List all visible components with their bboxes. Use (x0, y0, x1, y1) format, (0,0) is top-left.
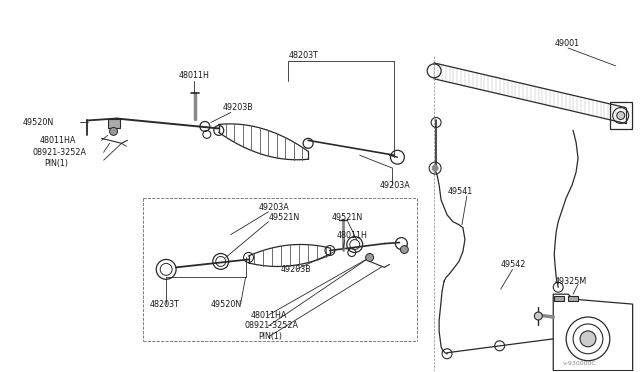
Circle shape (617, 112, 625, 119)
Text: PIN(1): PIN(1) (44, 159, 68, 168)
Bar (108, 119, 120, 128)
Text: 49203A: 49203A (380, 180, 410, 189)
Text: 49541: 49541 (448, 187, 474, 196)
Text: 49521N: 49521N (332, 213, 363, 222)
Text: 49203A: 49203A (259, 203, 289, 212)
Text: 48011H: 48011H (337, 231, 368, 240)
Bar (554, 296, 564, 301)
Text: 08921-3252A: 08921-3252A (32, 148, 86, 157)
Text: 49001: 49001 (554, 39, 579, 48)
Text: 48011H: 48011H (179, 71, 209, 80)
Text: PIN(1): PIN(1) (259, 332, 282, 341)
Bar (568, 296, 578, 301)
Text: 48203T: 48203T (288, 51, 318, 61)
Circle shape (534, 312, 542, 320)
Text: 48011HA: 48011HA (250, 311, 287, 320)
Text: 49203B: 49203B (280, 265, 311, 274)
Circle shape (109, 128, 118, 135)
Text: 49520N: 49520N (22, 118, 54, 127)
Text: 49521N: 49521N (268, 213, 300, 222)
Text: 49203B: 49203B (223, 103, 253, 112)
Text: 49520N: 49520N (211, 299, 242, 309)
Circle shape (432, 165, 438, 171)
Text: 49542: 49542 (500, 260, 526, 269)
Circle shape (365, 253, 374, 262)
Text: v-930000C: v-930000C (563, 361, 597, 366)
Circle shape (580, 331, 596, 347)
Text: 49325M: 49325M (554, 277, 586, 286)
Bar (610, 102, 632, 129)
Circle shape (401, 246, 408, 253)
Text: 48203T: 48203T (149, 299, 179, 309)
Text: 08921-3252A: 08921-3252A (244, 321, 299, 330)
Text: 48011HA: 48011HA (40, 136, 77, 145)
